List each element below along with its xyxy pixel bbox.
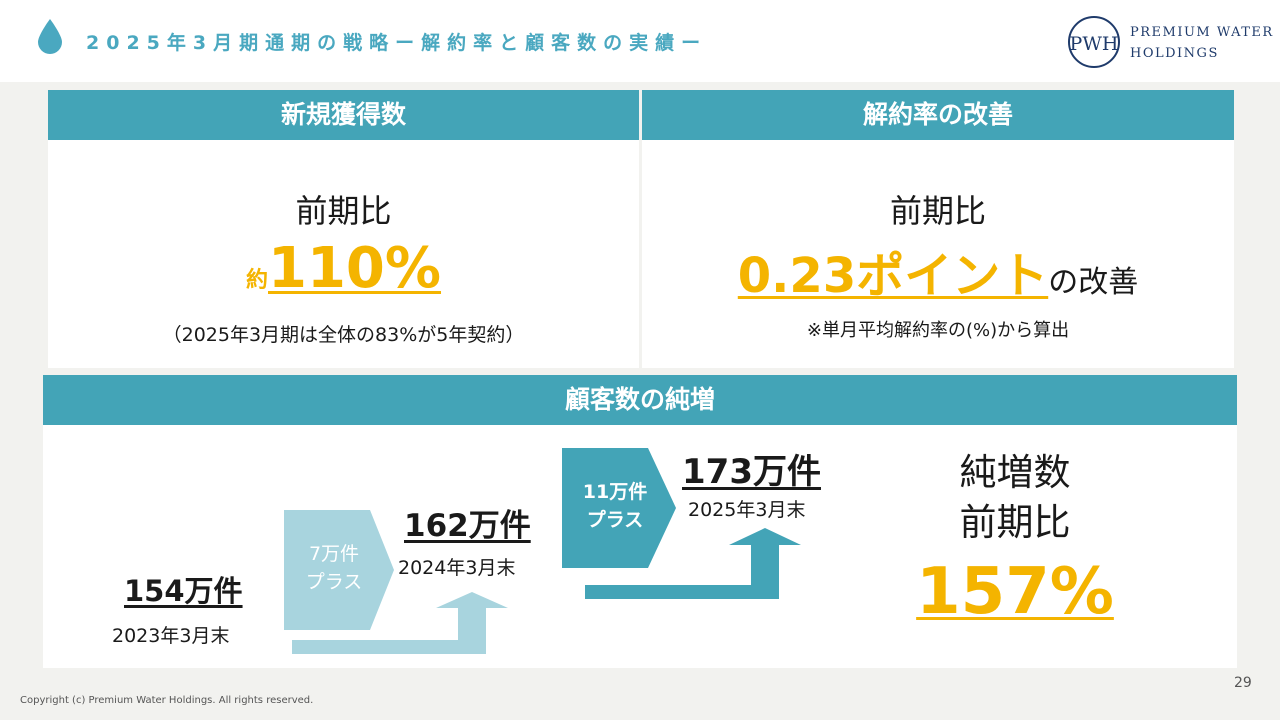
churn-note: ※単月平均解約率の(%)から算出 [806, 320, 1070, 341]
company-logo: PWH [1068, 16, 1120, 68]
step-2025-count: 173万件 [682, 452, 821, 492]
acquisition-note: （2025年3月期は全体の83%が5年契約） [162, 324, 525, 346]
net-growth-label-1: 純増数 [959, 451, 1071, 494]
increase-1-plus: プラス [305, 571, 363, 593]
churn-value-line: 0.23ポイントの改善 [642, 236, 1234, 306]
increase-2-plus: プラス [586, 509, 644, 531]
slide-header: 2025年3月期通期の戦略ー解約率と顧客数の実績ー PWH PREMIUM WA… [0, 0, 1280, 82]
step-2023-date: 2023年3月末 [112, 625, 230, 647]
increase-arrow-2 [562, 448, 676, 568]
water-drop-icon [38, 19, 62, 54]
increase-label-1: 7万件 プラス [284, 540, 384, 596]
step-2023-count: 154万件 [124, 574, 243, 608]
net-growth-value-wrap: 157% [880, 555, 1150, 629]
step-arrow-2 [585, 528, 801, 599]
step-2025-date: 2025年3月末 [688, 499, 806, 521]
churn-heading: 解約率の改善 [642, 90, 1234, 140]
svg-text:PWH: PWH [1070, 33, 1119, 55]
increase-arrow-1 [284, 510, 394, 630]
step-2024-count: 162万件 [404, 508, 531, 544]
brand-line-1: PREMIUM WATER [1130, 25, 1274, 40]
step-arrow-1 [292, 592, 508, 654]
churn-value: 0.23ポイント [737, 248, 1049, 304]
net-growth-value: 157% [916, 555, 1114, 629]
step-2024-date: 2024年3月末 [398, 557, 516, 579]
slide-title: 2025年3月期通期の戦略ー解約率と顧客数の実績ー [86, 32, 708, 54]
acquisition-prefix: 約 [245, 268, 268, 293]
acquisition-compare-label: 前期比 [295, 192, 392, 230]
acquisition-heading: 新規獲得数 [48, 90, 639, 140]
increase-label-2: 11万件 プラス [562, 478, 668, 534]
net-growth-label-2: 前期比 [959, 501, 1071, 544]
brand-line-2: HOLDINGS [1130, 46, 1219, 61]
increase-2-amount: 11万件 [582, 481, 648, 503]
churn-compare-label: 前期比 [889, 192, 986, 230]
acquisition-value: 110% [268, 236, 442, 301]
page-number: 29 [1234, 675, 1252, 691]
customers-heading: 顧客数の純増 [43, 375, 1237, 425]
brand-name: PREMIUM WATER HOLDINGS [1130, 22, 1274, 64]
acquisition-value-line: 約110% [48, 236, 639, 301]
churn-suffix: の改善 [1048, 265, 1139, 300]
net-growth-label: 純増数 前期比 [900, 448, 1130, 548]
increase-1-amount: 7万件 [308, 543, 360, 565]
copyright: Copyright (c) Premium Water Holdings. Al… [20, 695, 314, 706]
